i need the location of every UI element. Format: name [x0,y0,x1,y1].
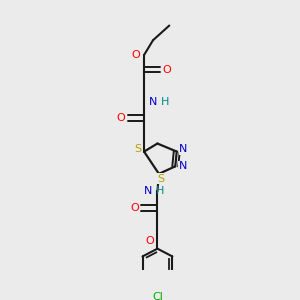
Text: O: O [117,113,125,123]
Text: N: N [149,97,157,107]
Text: N: N [179,144,188,154]
Text: S: S [134,144,141,154]
Text: Cl: Cl [152,292,163,300]
Text: O: O [131,50,140,60]
Text: N: N [144,186,153,196]
Text: H: H [156,186,164,196]
Text: O: O [163,65,171,75]
Text: S: S [157,174,164,184]
Text: H: H [160,97,169,107]
Text: O: O [130,203,139,213]
Text: O: O [146,236,154,246]
Text: N: N [178,161,187,171]
